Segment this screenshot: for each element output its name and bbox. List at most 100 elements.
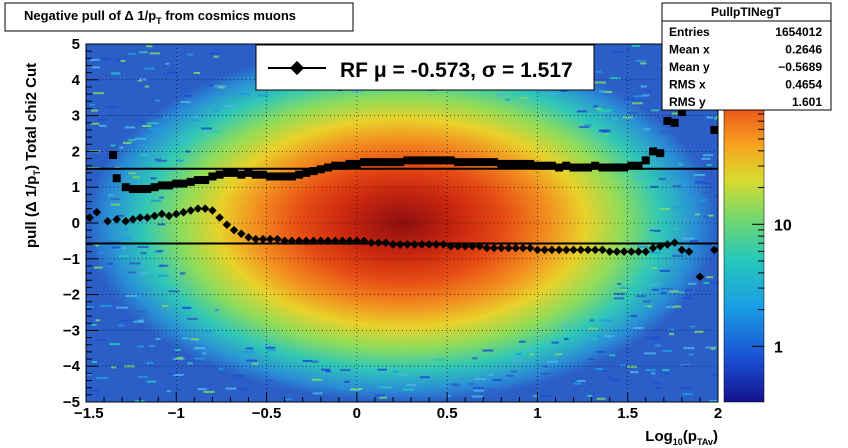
diamond-marker — [128, 215, 138, 224]
diamond-marker — [323, 236, 333, 246]
z-tick-label: 10 — [774, 217, 792, 234]
heat-speckle — [89, 389, 100, 392]
heat-speckle — [118, 324, 124, 327]
heat-speckle — [193, 347, 206, 350]
heat-speckle — [128, 139, 136, 142]
heat-speckle — [588, 340, 594, 343]
heat-speckle — [600, 319, 612, 322]
heat-speckle — [154, 158, 162, 161]
heat-speckle — [612, 117, 618, 120]
xlabel-main: Log — [645, 428, 673, 445]
square-marker — [461, 158, 470, 167]
heat-speckle — [148, 128, 158, 131]
square-marker — [663, 116, 672, 125]
xlabel-sub1: 10 — [673, 437, 683, 447]
heat-speckle — [184, 94, 193, 97]
square-marker — [157, 181, 166, 190]
heat-speckle — [626, 49, 631, 52]
square-marker — [432, 156, 441, 165]
square-marker — [295, 170, 304, 179]
square-marker — [468, 158, 477, 167]
heat-speckle — [627, 365, 637, 368]
heat-speckle — [679, 291, 685, 294]
x-tick-label: −1.5 — [74, 405, 104, 422]
heat-speckle — [98, 251, 107, 254]
heat-speckle — [472, 357, 478, 360]
heat-speckle — [155, 115, 163, 117]
heat-speckle — [180, 272, 186, 275]
stats-row-value: 0.4654 — [785, 78, 822, 92]
square-marker — [381, 158, 390, 167]
heat-speckle — [643, 304, 650, 307]
heat-speckle — [705, 346, 717, 349]
heat-speckle — [684, 288, 693, 291]
heat-speckle — [158, 126, 166, 129]
square-marker — [338, 161, 347, 170]
heat-speckle — [258, 94, 269, 97]
diamond-marker — [338, 236, 347, 246]
square-marker — [627, 161, 636, 170]
heat-speckle — [107, 262, 114, 265]
heat-speckle — [156, 159, 167, 162]
diamond-marker — [316, 236, 325, 246]
heat-speckle — [533, 394, 540, 397]
heat-speckle — [662, 350, 673, 352]
square-marker — [374, 158, 383, 167]
heat-speckle — [93, 92, 104, 95]
heat-speckle — [638, 274, 646, 277]
heat-speckle — [217, 86, 225, 89]
heat-speckle — [268, 379, 275, 382]
diamond-marker — [482, 243, 492, 253]
heat-speckle — [668, 328, 675, 331]
heat-speckle — [120, 59, 126, 62]
square-marker — [280, 172, 289, 181]
heat-speckle — [529, 353, 534, 356]
heat-speckle — [630, 314, 638, 317]
heat-speckle — [604, 91, 613, 93]
square-marker — [656, 149, 665, 158]
heat-speckle — [95, 339, 107, 342]
diamond-marker — [193, 204, 203, 213]
heat-speckle — [137, 310, 146, 313]
stats-row-label: Mean x — [669, 43, 710, 57]
diamond-marker — [222, 220, 232, 230]
y-tick-label: 3 — [72, 108, 80, 125]
heat-speckle — [379, 396, 387, 399]
heat-speckle — [203, 390, 215, 393]
heat-speckle — [265, 346, 276, 349]
diamond-marker — [381, 238, 390, 247]
heat-speckle — [689, 325, 696, 328]
heat-speckle — [632, 102, 643, 105]
xlabel-end: ) — [713, 428, 718, 445]
heat-speckle — [707, 214, 714, 217]
heat-speckle — [215, 330, 226, 333]
heat-speckle — [116, 306, 128, 309]
square-marker — [237, 170, 246, 179]
diamond-marker — [229, 225, 239, 235]
diamond-marker — [388, 240, 398, 249]
heat-speckle — [193, 72, 200, 74]
heat-speckle — [538, 395, 551, 397]
heat-speckle — [576, 380, 586, 382]
square-marker — [112, 174, 121, 183]
square-marker — [475, 158, 484, 167]
heat-speckle — [156, 129, 166, 132]
heat-speckle — [642, 300, 651, 303]
heat-speckle — [218, 368, 224, 371]
heat-speckle — [86, 91, 94, 94]
square-marker — [186, 177, 195, 186]
square-marker — [417, 156, 426, 165]
heat-speckle — [173, 374, 185, 376]
heat-speckle — [187, 53, 194, 56]
heat-speckle — [635, 176, 644, 179]
heat-speckle — [139, 51, 148, 54]
heat-speckle — [88, 46, 96, 49]
heat-speckle — [703, 281, 712, 284]
heat-speckle — [617, 283, 622, 285]
heat-speckle — [192, 115, 200, 118]
heat-speckle — [622, 378, 630, 381]
heat-speckle — [144, 67, 155, 70]
heat-speckle — [133, 320, 145, 323]
x-tick-label: 0.5 — [437, 405, 458, 422]
heat-speckle — [311, 360, 319, 363]
